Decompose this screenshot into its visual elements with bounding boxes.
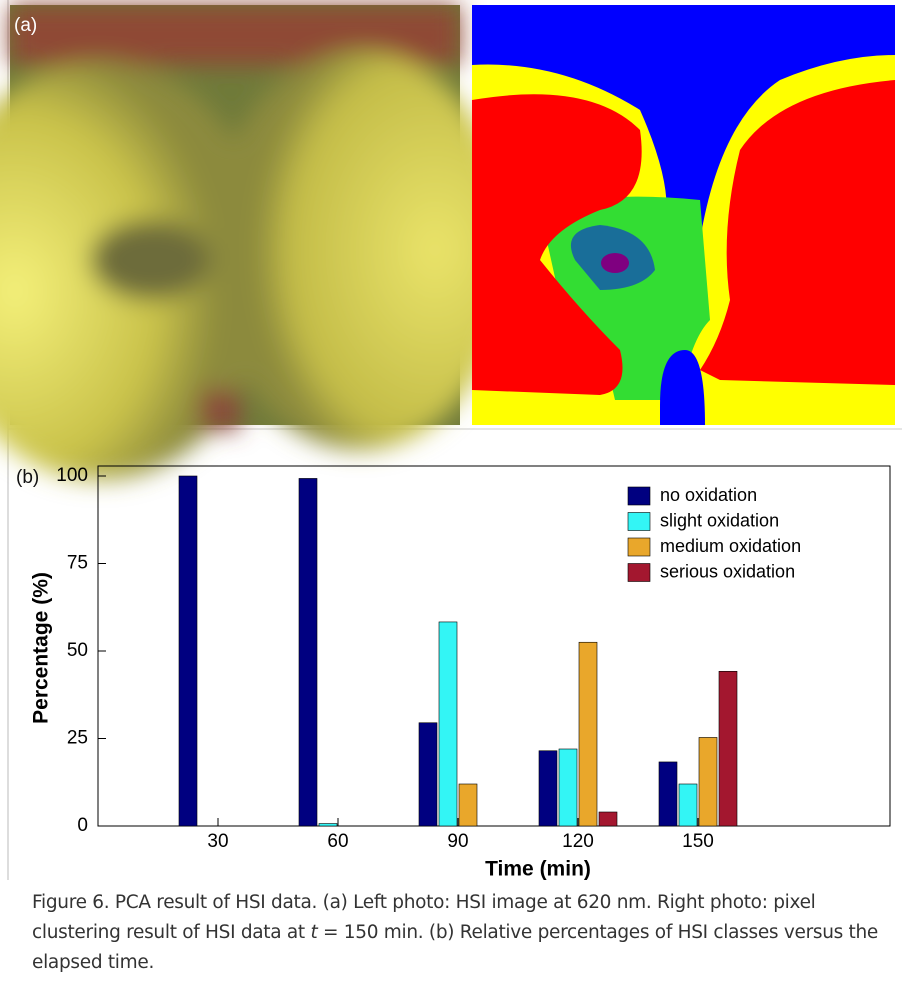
legend-label: no oxidation (660, 485, 757, 505)
caption: Figure 6. PCA result of HSI data. (a) Le… (32, 888, 892, 978)
legend-swatch (628, 513, 650, 531)
bar (539, 751, 557, 826)
bar (419, 723, 437, 826)
legend-swatch (628, 487, 650, 505)
legend-label: slight oxidation (660, 510, 779, 530)
y-tick-label: 0 (77, 815, 88, 836)
panel-label: (a) (14, 15, 37, 36)
bar (679, 784, 697, 826)
y-axis-title: Percentage (%) (30, 572, 53, 724)
bar (299, 478, 317, 826)
x-tick-label: 90 (447, 831, 468, 852)
x-tick-label: 150 (682, 831, 714, 852)
panel-label: (b) (16, 467, 39, 488)
bar (699, 737, 717, 826)
legend-swatch (628, 564, 650, 582)
right-photo (472, 5, 895, 425)
bar (719, 671, 737, 826)
bar (439, 622, 457, 826)
x-tick-label: 120 (562, 831, 594, 852)
x-axis-title: Time (min) (485, 858, 591, 880)
legend-label: medium oxidation (660, 536, 801, 556)
x-tick-label: 30 (207, 831, 228, 852)
bar (179, 476, 197, 826)
bar (459, 784, 477, 826)
page: (a) (b) Time (min) Percentage (%) 0 25 50 7… (0, 0, 902, 996)
figure: (a) (b) Time (min) Percentage (%) 0 25 50 7… (0, 0, 902, 880)
bar (319, 824, 337, 826)
bar (599, 812, 617, 826)
y-tick-label: 25 (67, 728, 88, 749)
x-tick-label: 60 (327, 831, 348, 852)
left-photo (0, 5, 510, 480)
y-tick-label: 100 (56, 465, 88, 486)
legend-label: serious oxidation (660, 561, 795, 581)
bar (579, 642, 597, 826)
legend-swatch (628, 538, 650, 556)
bar (659, 762, 677, 826)
bar (559, 749, 577, 826)
y-tick-label: 75 (67, 553, 88, 574)
y-tick-label: 50 (67, 640, 88, 661)
